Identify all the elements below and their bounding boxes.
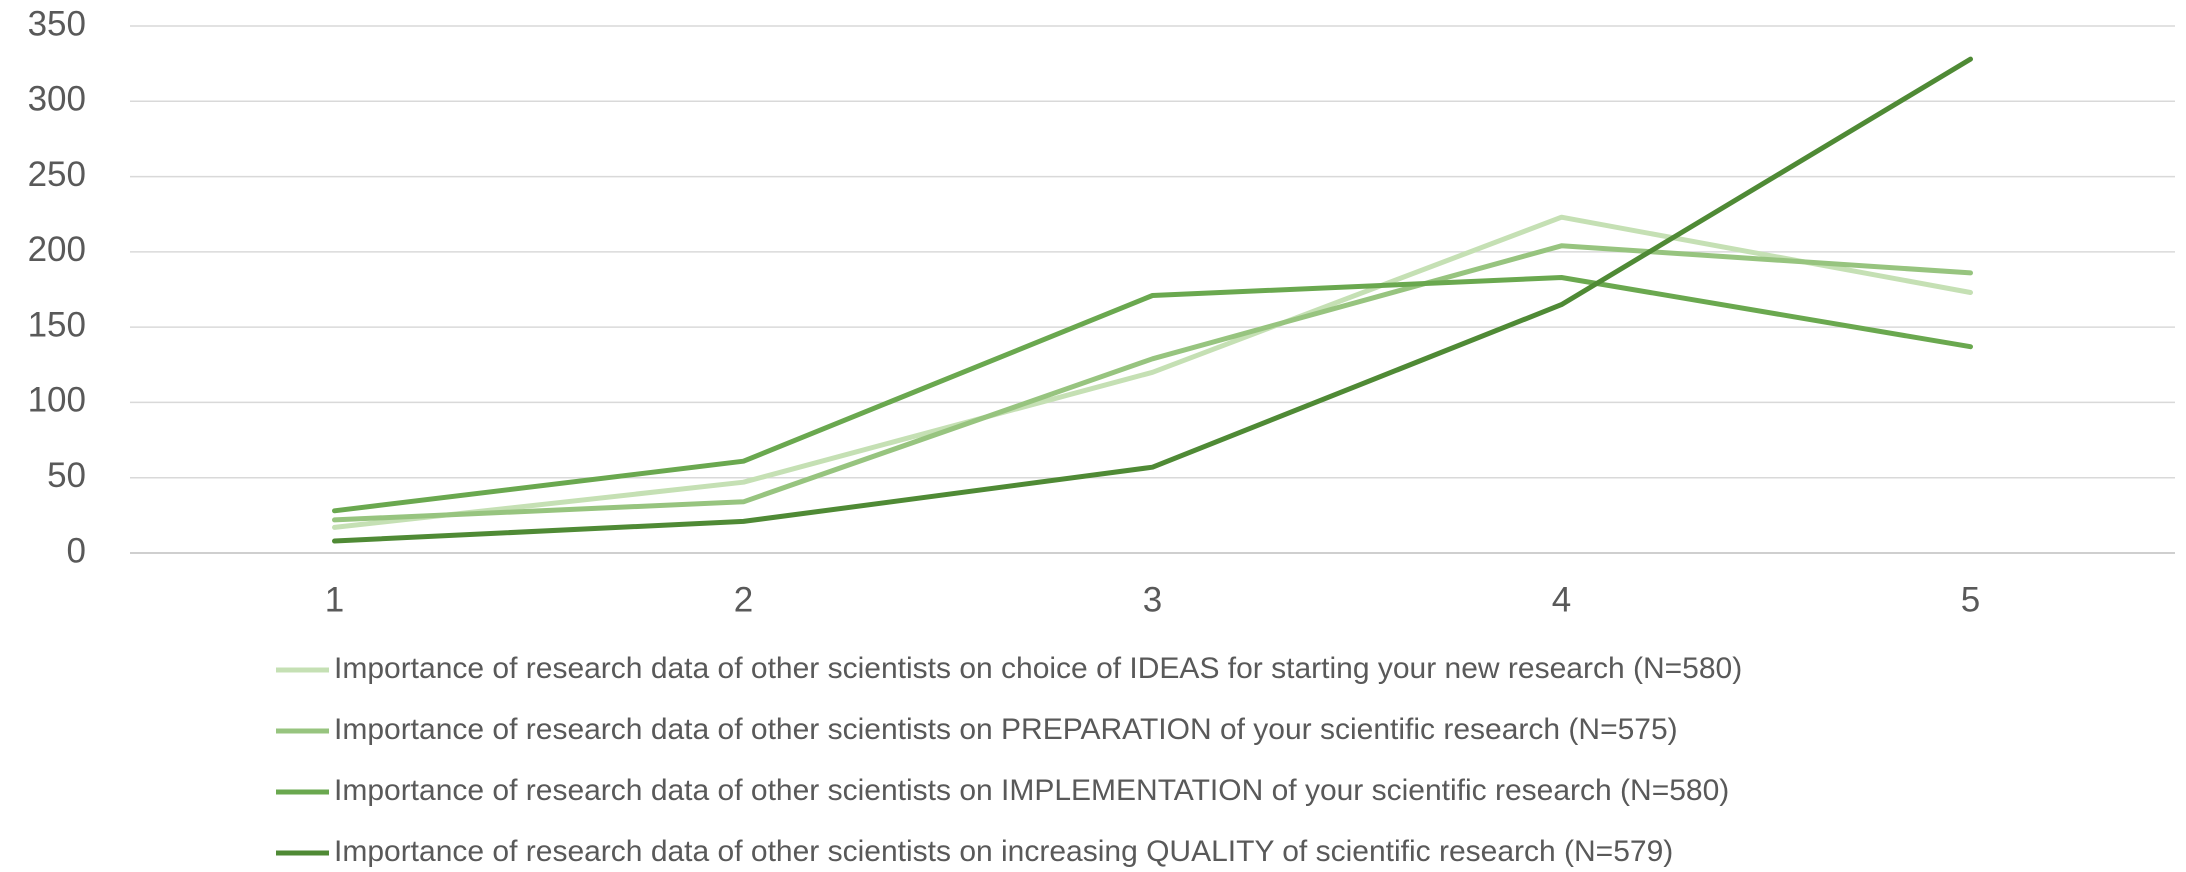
y-tick-label: 50 — [47, 456, 86, 495]
x-tick-label: 2 — [734, 580, 753, 619]
y-tick-label: 350 — [28, 4, 86, 43]
series-line — [332, 56, 1973, 544]
y-tick-label: 300 — [28, 80, 86, 119]
series-line — [332, 214, 1973, 530]
legend-label: Importance of research data of other sci… — [334, 774, 1729, 807]
legend-label: Importance of research data of other sci… — [334, 713, 1678, 746]
x-tick-label: 4 — [1552, 580, 1571, 619]
y-tick-label: 100 — [28, 381, 86, 420]
y-tick-label: 0 — [67, 531, 86, 570]
series-line — [332, 275, 1973, 514]
x-tick-label: 3 — [1143, 580, 1162, 619]
x-tick-label: 1 — [325, 580, 344, 619]
series-line — [332, 243, 1973, 523]
y-tick-label: 150 — [28, 305, 86, 344]
y-tick-label: 200 — [28, 230, 86, 269]
x-tick-label: 5 — [1961, 580, 1980, 619]
legend-label: Importance of research data of other sci… — [334, 652, 1742, 685]
y-tick-label: 250 — [28, 155, 86, 194]
legend-label: Importance of research data of other sci… — [334, 835, 1673, 868]
